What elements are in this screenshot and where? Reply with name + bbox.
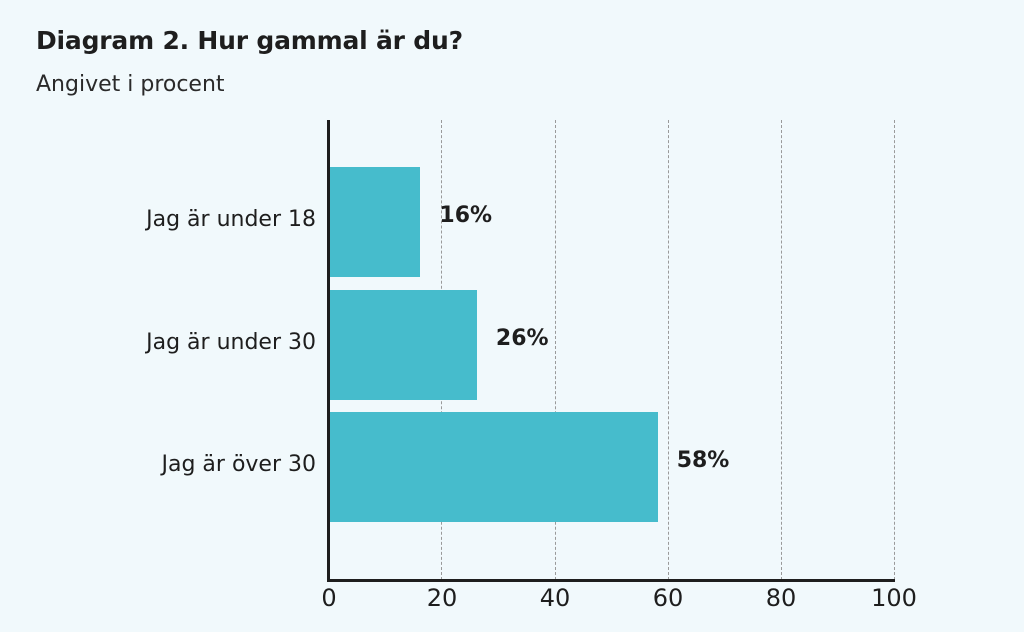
x-tick-label: 20 [426, 584, 458, 612]
bar [330, 290, 477, 400]
x-tick-label: 60 [652, 584, 684, 612]
bar-value-label: 16% [439, 203, 493, 228]
gridline-80 [781, 120, 782, 580]
x-tick-label: 100 [871, 584, 917, 612]
gridline-60 [668, 120, 669, 580]
chart-title: Diagram 2. Hur gammal är du? [36, 26, 463, 55]
x-tick-label: 40 [539, 584, 571, 612]
bar-value-label: 58% [676, 448, 730, 473]
category-label: Jag är under 18 [146, 207, 316, 232]
x-tick-label: 80 [765, 584, 797, 612]
x-tick-label: 0 [321, 584, 337, 612]
gridline-40 [555, 120, 556, 580]
chart-subtitle: Angivet i procent [36, 72, 225, 97]
category-label: Jag är under 30 [146, 330, 316, 355]
x-axis [327, 579, 895, 582]
bar-value-label: 26% [495, 326, 549, 351]
gridline-100 [894, 120, 895, 580]
y-axis [327, 120, 330, 582]
bar [330, 412, 658, 522]
bar [330, 167, 421, 277]
category-label: Jag är över 30 [161, 452, 317, 477]
